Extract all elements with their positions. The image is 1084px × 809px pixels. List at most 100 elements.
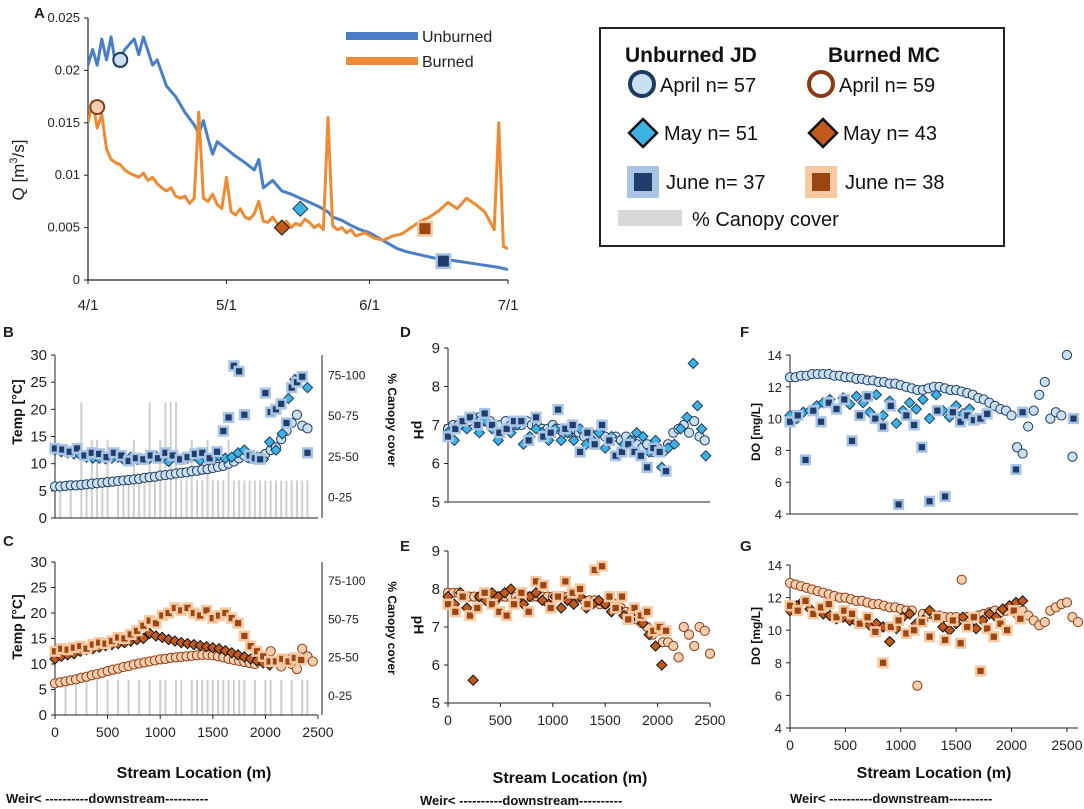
panel-b-point-circle [291, 409, 303, 420]
panel-b-point-square [257, 456, 264, 463]
marker-april-burned [89, 99, 106, 116]
panel-g-point-square [895, 617, 902, 624]
panel-d-point-square [503, 425, 510, 432]
panel-f-point-square [794, 412, 801, 419]
panel-e-point-square [656, 623, 663, 631]
panel-c-ylabel: Temp [°C] [9, 594, 25, 659]
panel-c-ytick-label: 25 [30, 580, 47, 597]
panel-b-point-circle [302, 423, 313, 434]
panel-f-ytick-label: 4 [775, 507, 782, 522]
panel-d-point-diamond [530, 423, 542, 435]
panel-g-ytick-label: 6 [775, 688, 782, 703]
panel-label-g: G [740, 538, 752, 555]
panel-d-ytick-label: 9 [432, 340, 440, 357]
panel-d-point-square [606, 437, 613, 444]
panel-g-point-square [997, 620, 1004, 627]
panel-g-point-square [941, 636, 949, 644]
panel-b-point-diamond [301, 381, 314, 394]
panel-d-point-square [598, 421, 606, 429]
panel-d-point-square [569, 421, 576, 429]
panel-a-ylabel: Q [m3/s] [8, 140, 28, 201]
panel-c-point-square [279, 655, 286, 662]
panel-e-xtick-label: 0 [444, 712, 452, 728]
panel-d-point-square [540, 433, 547, 440]
panel-f-point-square [864, 393, 871, 400]
panel-f-point-square [1012, 466, 1020, 473]
panel-g-xtick-label: 500 [834, 737, 858, 753]
panel-f-point-square [984, 410, 991, 417]
panel-c-point-square [197, 612, 204, 619]
panel-f-point-circle [1034, 389, 1045, 400]
panel-g-point-circle [956, 574, 967, 585]
marker-june-burned [419, 223, 431, 235]
panel-a-ytick-label: 0.025 [47, 10, 80, 25]
panel-b-point-square [51, 445, 59, 452]
panel-c-point-square [58, 645, 65, 652]
panel-g-ytick-label: 4 [775, 721, 782, 736]
panel-b-point-square [132, 455, 140, 462]
panel-d-point-square [650, 445, 657, 452]
panel-b-point-diamond [270, 444, 282, 456]
panel-b-y2tick-label: 25-50 [328, 450, 359, 464]
panel-d-point-diamond [687, 357, 700, 370]
direction-left: Weir< ----------downstream---------- [6, 791, 208, 806]
panel-f-point-square [802, 456, 809, 464]
panel-c-xtick-label: 1500 [197, 724, 228, 740]
panel-d-point-diamond [461, 423, 473, 435]
panel-d-point-diamond [637, 430, 649, 443]
panel-e-xtick-label: 2000 [642, 712, 673, 728]
panel-c-ytick-label: 5 [39, 682, 47, 699]
panel-e-point-diamond [530, 586, 542, 599]
panel-e-point-square [496, 608, 503, 615]
panel-b-y2tick-label: 0-25 [328, 491, 352, 505]
panel-b-point-square [177, 456, 184, 463]
panel-d-point-square [474, 421, 481, 429]
panel-g-point-square [841, 607, 848, 614]
panel-d-point-square [510, 418, 518, 425]
panel-g-point-circle [912, 680, 923, 691]
panel-e-point-diamond [637, 617, 649, 630]
panel-g-point-square [802, 597, 809, 604]
panel-c-xtick-label: 1000 [145, 724, 176, 740]
panel-b-ytick-label: 15 [30, 429, 47, 446]
panel-b-ytick-label: 10 [30, 456, 47, 473]
panel-c-y2tick-label: 50-75 [328, 612, 359, 626]
panel-e-point-square [562, 578, 569, 585]
panel-c-point-square [146, 617, 153, 624]
panel-d-point-square [612, 452, 619, 459]
panel-c-ytick-label: 15 [30, 631, 47, 648]
panel-e-point-square [606, 593, 613, 600]
panel-c-series-burned-mc-april [49, 643, 318, 689]
panel-c-ytick-label: 0 [39, 707, 47, 724]
panel-c-point-square [260, 653, 267, 660]
panel-f-point-square [810, 407, 817, 414]
panel-f-point-square [887, 402, 894, 409]
panel-d-ytick-label: 6 [432, 456, 440, 473]
panel-a-xtick-label: 4/1 [78, 297, 99, 314]
panel-a-xtick-label: 7/1 [498, 297, 519, 314]
panel-c-point-square [203, 607, 210, 614]
legend-burned-label: Burned [422, 54, 474, 71]
panel-f-point-square [817, 418, 825, 425]
panel-c-point-square [108, 637, 115, 645]
panel-e-point-circle [689, 640, 700, 652]
panel-d-point-square [562, 425, 569, 432]
panel-e-point-square [481, 589, 488, 596]
panel-g-point-square [1010, 607, 1017, 614]
panel-g-point-square [856, 620, 863, 627]
panel-c-point-diamond [238, 651, 251, 663]
panel-e: 5 6 7 8 9 0 500 1000 1500 2000 2500 [432, 543, 726, 728]
panel-f-ytick-label: 14 [768, 348, 782, 363]
legend-unburned-label: Unburned [422, 29, 492, 46]
panel-g: 4 6 8 10 12 14 0 500 1000 1500 2000 2500 [768, 558, 1084, 753]
panel-g-point-square [817, 604, 825, 611]
panel-c-xtick-label: 500 [96, 724, 120, 740]
panel-e-point-square [452, 608, 459, 615]
panel-b-point-square [236, 368, 243, 375]
panel-c-y2tick-label: 0-25 [328, 689, 352, 703]
panel-e-xtick-label: 2500 [694, 712, 725, 728]
panel-b-ylabel: Temp [°C] [9, 379, 25, 444]
panel-label-f: F [740, 324, 749, 341]
panel-b-point-square [299, 373, 306, 380]
